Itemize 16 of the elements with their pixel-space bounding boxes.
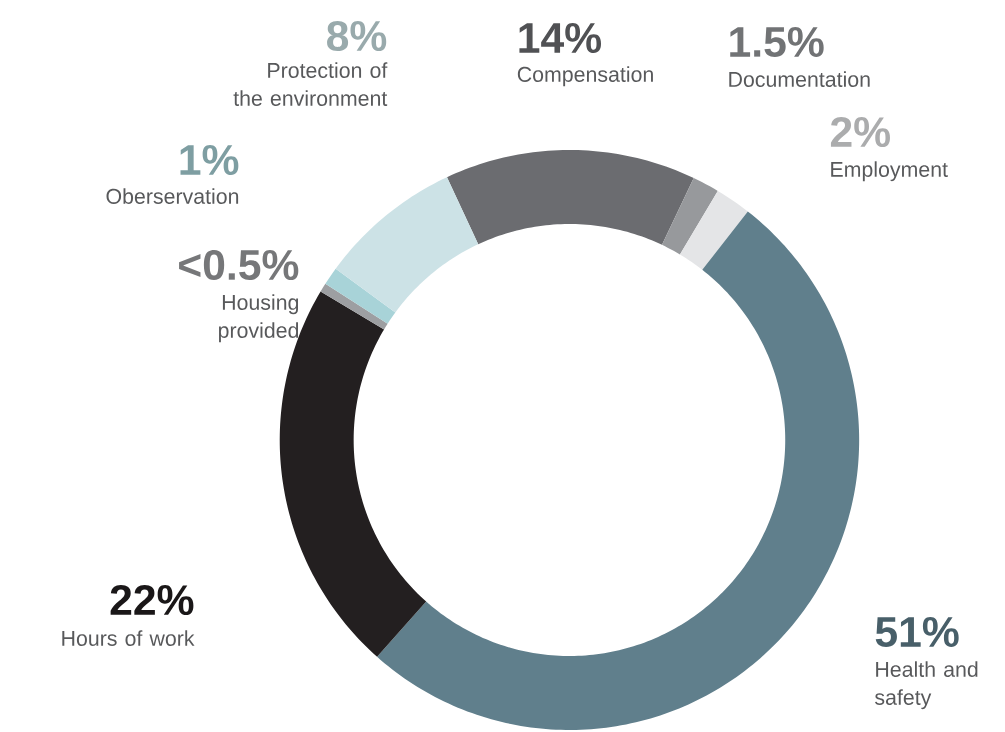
data-label: 51% [875,616,959,648]
data-label: 14% [519,23,602,53]
slice-label: Protection of the environment [233,62,388,106]
slice-label: Hours of work [62,630,195,646]
slice-label: Employment [831,161,948,182]
slice-label: Documentation [729,71,870,87]
slice-label: Housing provided [218,294,299,343]
slice-label: Compensation [517,66,653,87]
slice-label: Oberservation [106,188,239,204]
data-label: 1.5% [730,26,824,58]
slice-label: Health and safety [874,661,978,710]
data-label: 8% [327,20,387,52]
data-label: 22% [110,584,194,616]
data-label: 2% [830,116,890,148]
data-label: <0.5% [179,249,299,281]
data-label: 1% [180,145,239,176]
